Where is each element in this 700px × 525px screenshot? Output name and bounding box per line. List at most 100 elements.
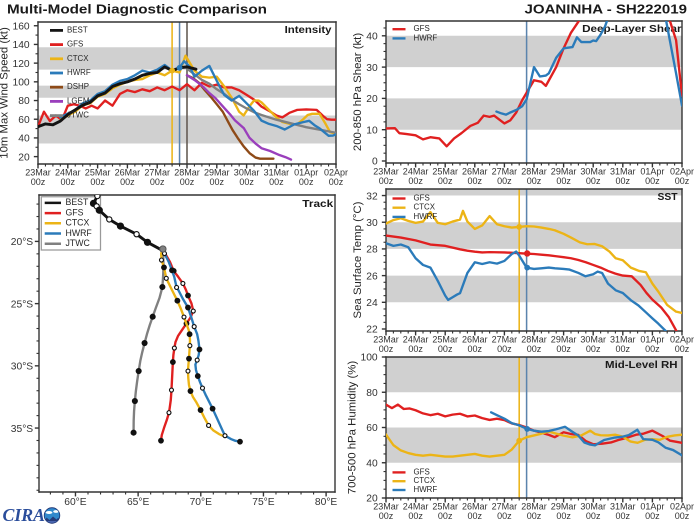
svg-text:10: 10 <box>366 125 378 136</box>
svg-text:27Mar: 27Mar <box>492 166 518 176</box>
svg-text:00z: 00z <box>527 344 542 354</box>
svg-text:30Mar: 30Mar <box>234 167 260 177</box>
svg-text:02Apr: 02Apr <box>670 501 694 511</box>
svg-text:HWRF: HWRF <box>66 228 92 238</box>
svg-text:00z: 00z <box>645 344 660 354</box>
svg-text:28Mar: 28Mar <box>174 167 200 177</box>
svg-text:28Mar: 28Mar <box>521 501 547 511</box>
svg-text:GFS: GFS <box>67 40 83 49</box>
svg-text:26Mar: 26Mar <box>115 167 141 177</box>
svg-text:25°S: 25°S <box>11 299 34 310</box>
svg-text:27Mar: 27Mar <box>144 167 170 177</box>
svg-text:CTCX: CTCX <box>414 203 436 212</box>
svg-text:DSHP: DSHP <box>67 82 89 91</box>
svg-text:25Mar: 25Mar <box>85 167 111 177</box>
svg-text:25Mar: 25Mar <box>432 501 458 511</box>
svg-text:CTCX: CTCX <box>66 218 90 228</box>
svg-text:00z: 00z <box>329 177 344 187</box>
svg-text:Sea Surface Temp (°C): Sea Surface Temp (°C) <box>352 201 364 318</box>
svg-text:00z: 00z <box>645 511 660 521</box>
svg-text:120: 120 <box>13 59 30 70</box>
svg-text:75°E: 75°E <box>252 497 275 508</box>
svg-text:29Mar: 29Mar <box>551 334 577 344</box>
svg-text:00z: 00z <box>675 176 690 186</box>
svg-text:JOANINHA - SH222019: JOANINHA - SH222019 <box>525 1 688 16</box>
svg-text:00z: 00z <box>645 176 660 186</box>
svg-text:60: 60 <box>366 423 378 434</box>
svg-text:CTCX: CTCX <box>67 54 89 63</box>
svg-text:24Mar: 24Mar <box>403 334 429 344</box>
svg-text:00z: 00z <box>556 176 571 186</box>
svg-text:00z: 00z <box>675 344 690 354</box>
svg-text:80°E: 80°E <box>315 497 338 508</box>
svg-text:23Mar: 23Mar <box>373 166 399 176</box>
svg-text:00z: 00z <box>438 176 453 186</box>
svg-text:Deep-Layer Shear: Deep-Layer Shear <box>582 24 681 35</box>
svg-text:30Mar: 30Mar <box>580 166 606 176</box>
svg-text:00z: 00z <box>239 177 254 187</box>
svg-text:40: 40 <box>366 458 378 469</box>
svg-text:00z: 00z <box>497 176 512 186</box>
svg-text:00z: 00z <box>616 344 631 354</box>
svg-text:23Mar: 23Mar <box>25 167 51 177</box>
svg-text:00z: 00z <box>150 177 165 187</box>
svg-text:30: 30 <box>366 63 378 74</box>
svg-text:00z: 00z <box>269 177 284 187</box>
svg-text:700-500 hPa Humidity (%): 700-500 hPa Humidity (%) <box>346 361 358 495</box>
svg-text:00z: 00z <box>497 344 512 354</box>
svg-text:00z: 00z <box>379 176 394 186</box>
svg-text:24Mar: 24Mar <box>403 166 429 176</box>
svg-text:00z: 00z <box>90 177 105 187</box>
svg-text:26Mar: 26Mar <box>462 501 488 511</box>
svg-text:00z: 00z <box>468 511 483 521</box>
svg-text:30Mar: 30Mar <box>580 334 606 344</box>
svg-text:00z: 00z <box>586 511 601 521</box>
svg-text:BEST: BEST <box>67 25 88 34</box>
svg-text:30Mar: 30Mar <box>580 501 606 511</box>
svg-text:28: 28 <box>366 245 378 256</box>
svg-text:00z: 00z <box>61 177 76 187</box>
svg-text:35°S: 35°S <box>11 424 34 435</box>
svg-text:HWRF: HWRF <box>414 33 438 42</box>
svg-text:00z: 00z <box>468 176 483 186</box>
svg-text:HWRF: HWRF <box>414 485 438 494</box>
svg-text:29Mar: 29Mar <box>204 167 230 177</box>
svg-text:Mid-Level RH: Mid-Level RH <box>605 360 678 371</box>
svg-text:00z: 00z <box>527 511 542 521</box>
svg-text:60°E: 60°E <box>64 497 87 508</box>
svg-text:00z: 00z <box>120 177 135 187</box>
svg-text:00z: 00z <box>379 511 394 521</box>
svg-text:80: 80 <box>18 96 30 107</box>
svg-text:00z: 00z <box>616 511 631 521</box>
svg-text:00z: 00z <box>408 176 423 186</box>
svg-text:0: 0 <box>372 157 378 168</box>
svg-text:01Apr: 01Apr <box>640 166 664 176</box>
svg-text:31Mar: 31Mar <box>610 501 636 511</box>
svg-text:CIRA: CIRA <box>3 505 46 525</box>
svg-text:28Mar: 28Mar <box>521 334 547 344</box>
svg-text:23Mar: 23Mar <box>373 334 399 344</box>
svg-text:80: 80 <box>366 388 378 399</box>
svg-text:00z: 00z <box>616 176 631 186</box>
svg-text:00z: 00z <box>556 511 571 521</box>
svg-text:00z: 00z <box>675 511 690 521</box>
svg-text:01Apr: 01Apr <box>640 334 664 344</box>
svg-text:00z: 00z <box>180 177 195 187</box>
svg-text:JTWC: JTWC <box>66 238 90 248</box>
svg-text:00z: 00z <box>210 177 225 187</box>
svg-text:26: 26 <box>366 271 378 282</box>
svg-text:SST: SST <box>658 192 679 203</box>
svg-text:00z: 00z <box>527 176 542 186</box>
svg-text:00z: 00z <box>438 344 453 354</box>
svg-text:140: 140 <box>13 40 30 51</box>
svg-text:100: 100 <box>361 353 378 364</box>
svg-text:00z: 00z <box>438 511 453 521</box>
svg-text:10m Max Wind Speed (kt): 10m Max Wind Speed (kt) <box>0 27 10 159</box>
svg-text:01Apr: 01Apr <box>294 167 318 177</box>
svg-text:28Mar: 28Mar <box>521 166 547 176</box>
svg-text:00z: 00z <box>408 344 423 354</box>
svg-text:HWRF: HWRF <box>414 212 438 221</box>
svg-text:BEST: BEST <box>66 197 90 207</box>
svg-text:01Apr: 01Apr <box>640 501 664 511</box>
svg-text:22: 22 <box>366 325 378 336</box>
